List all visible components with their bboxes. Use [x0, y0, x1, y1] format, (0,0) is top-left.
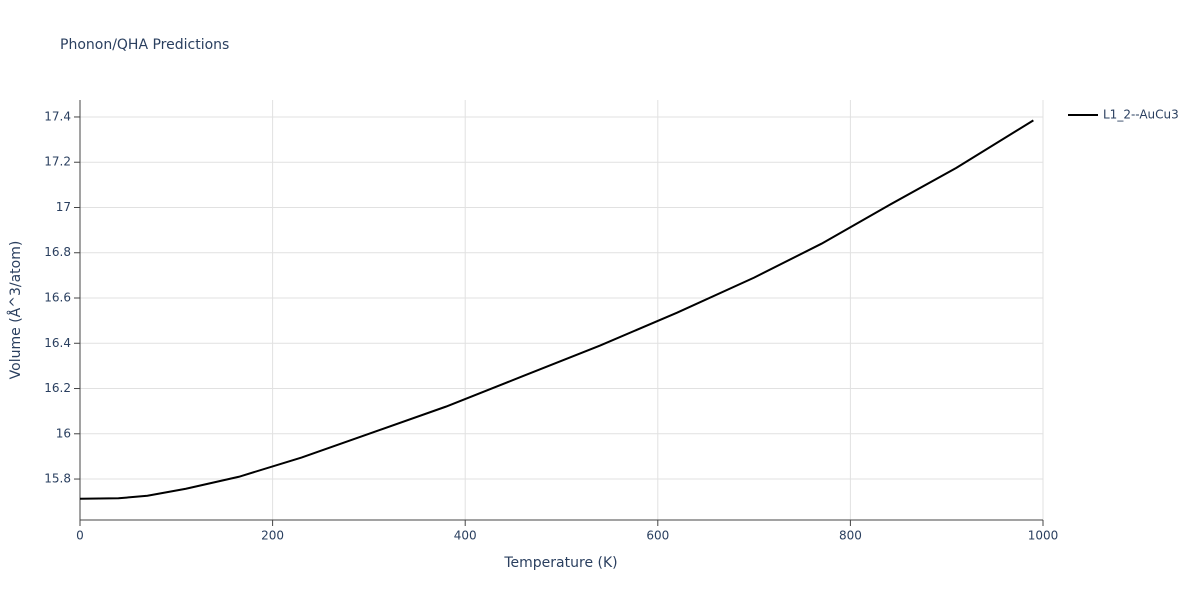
- x-tick-label: 600: [646, 529, 669, 543]
- legend-label: L1_2--AuCu3: [1103, 108, 1179, 122]
- y-tick-label: 17.4: [44, 109, 71, 123]
- x-tick-label: 800: [839, 529, 862, 543]
- x-tick-label: 400: [454, 529, 477, 543]
- y-tick-label: 16.6: [44, 291, 71, 305]
- chart-title: Phonon/QHA Predictions: [60, 37, 229, 53]
- y-tick-label: 16.4: [44, 336, 71, 350]
- x-axis-title: Temperature (K): [503, 555, 617, 571]
- y-tick-label: 17: [56, 200, 71, 214]
- x-tick-label: 200: [261, 529, 284, 543]
- y-tick-label: 15.8: [44, 472, 71, 486]
- data-line: [79, 119, 1034, 500]
- y-tick-label: 17.2: [44, 155, 71, 169]
- y-tick-label: 16: [56, 426, 71, 440]
- y-tick-label: 16.8: [44, 245, 71, 259]
- x-tick-label: 0: [76, 529, 84, 543]
- y-axis-title: Volume (Å^3/atom): [7, 241, 24, 380]
- x-tick-label: 1000: [1028, 529, 1059, 543]
- y-tick-label: 16.2: [44, 381, 71, 395]
